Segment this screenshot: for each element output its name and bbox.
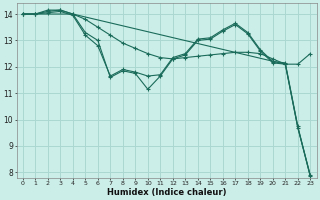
X-axis label: Humidex (Indice chaleur): Humidex (Indice chaleur)	[107, 188, 226, 197]
